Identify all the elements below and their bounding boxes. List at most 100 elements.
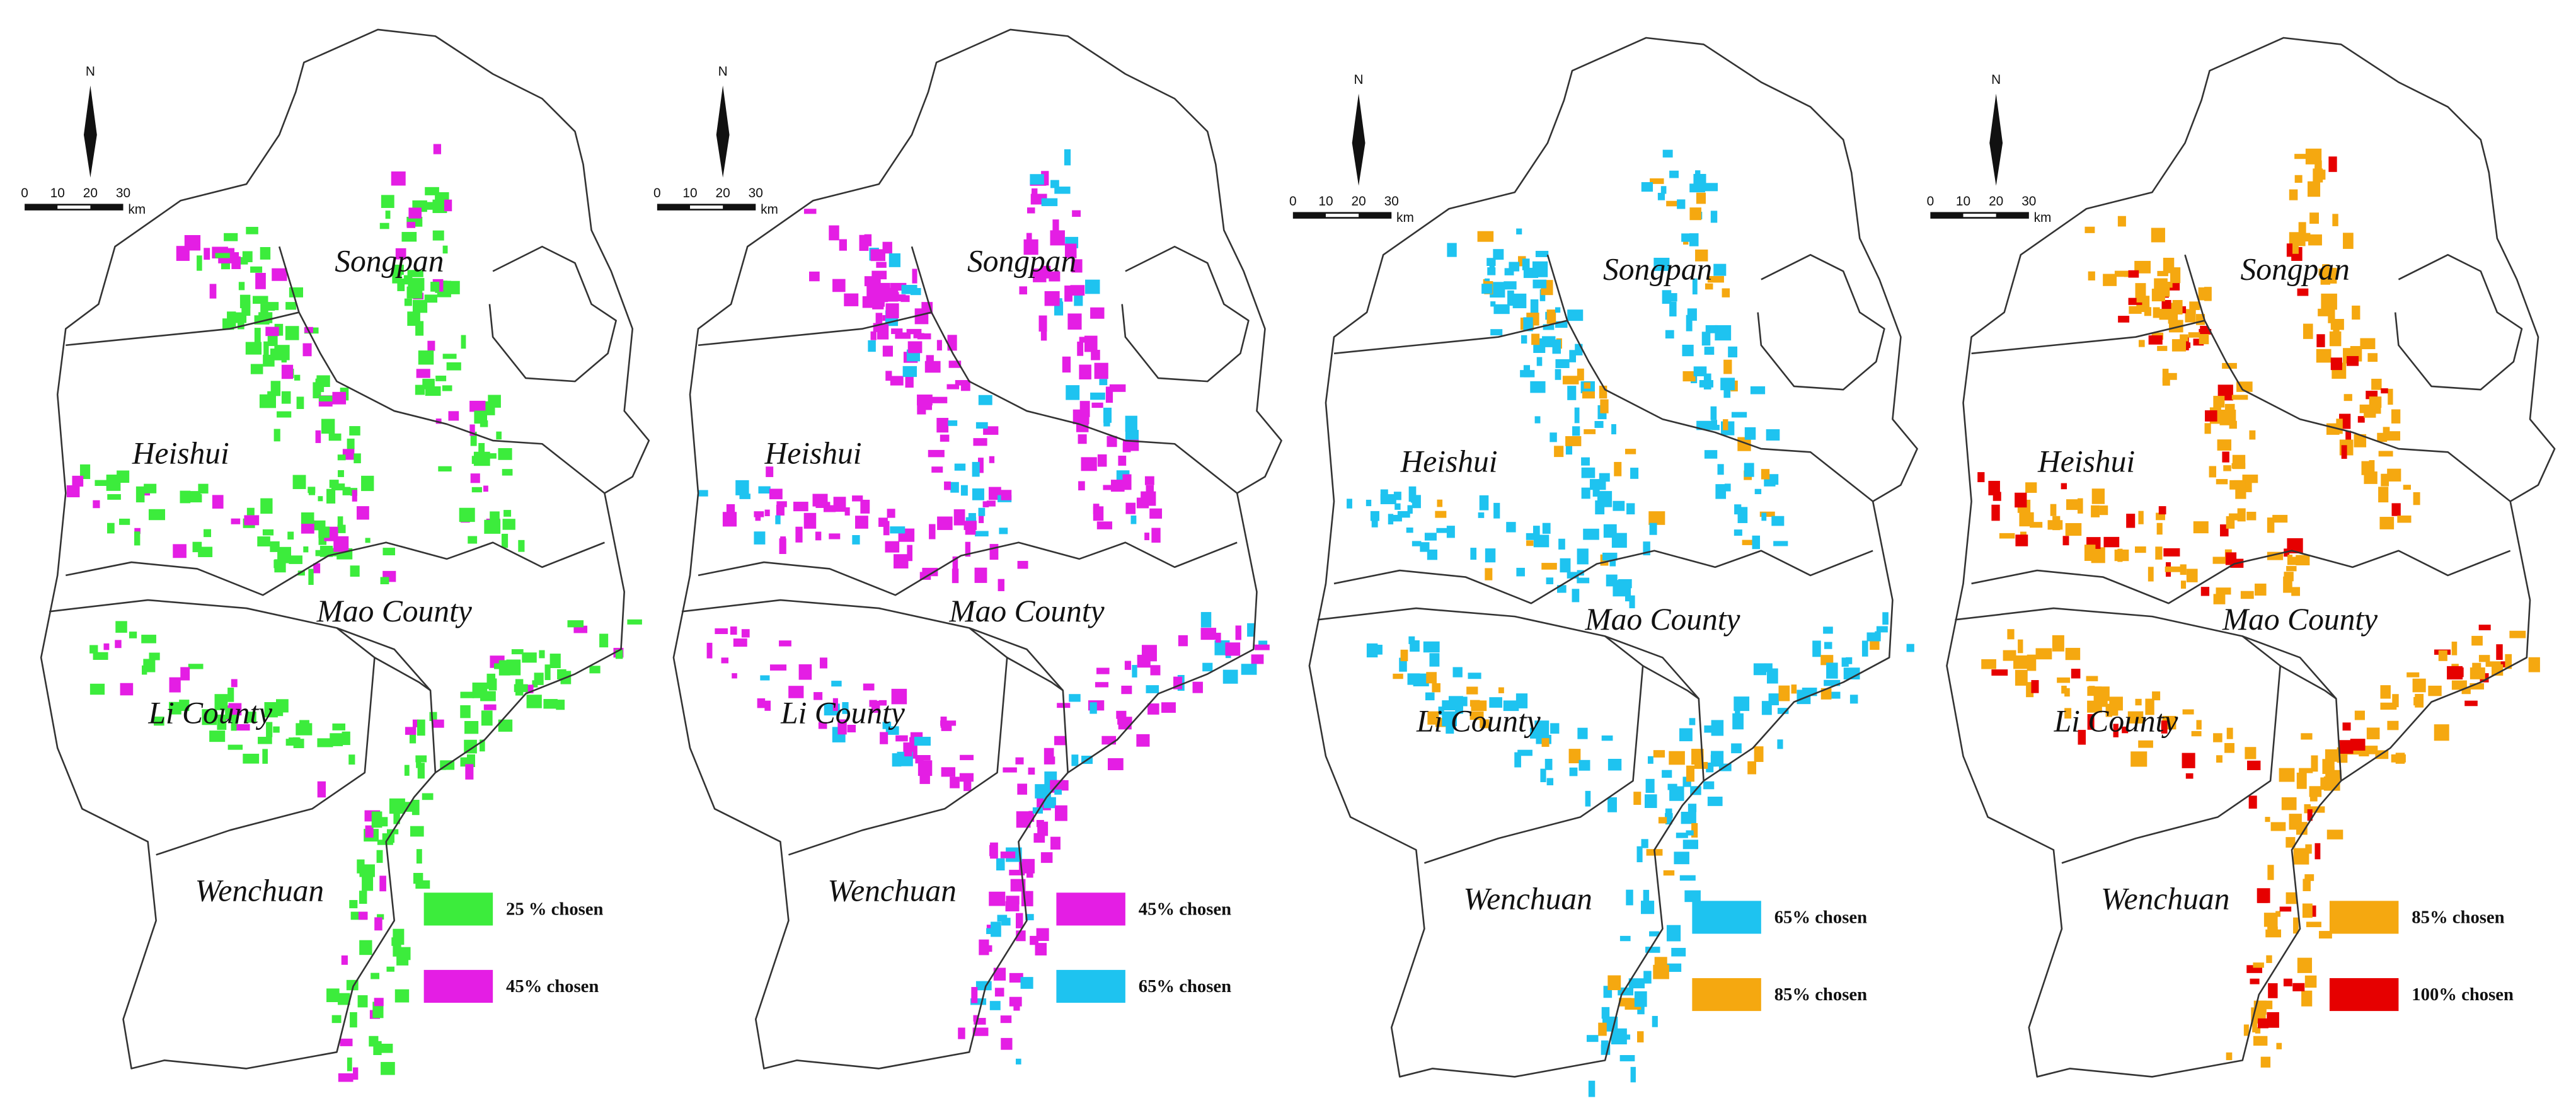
land-patch — [1028, 811, 1035, 822]
land-patch — [2246, 511, 2257, 521]
land-patch — [270, 541, 280, 552]
land-patch — [1493, 249, 1504, 260]
land-patch — [946, 384, 960, 390]
land-patch — [1600, 399, 1609, 413]
land-patch — [948, 420, 958, 426]
land-patch — [277, 411, 292, 418]
land-patch — [2286, 892, 2297, 904]
legend-swatch — [1056, 969, 1125, 1003]
land-patch — [1125, 415, 1137, 432]
land-patch — [1062, 356, 1071, 373]
land-patch — [1380, 489, 1388, 500]
land-patch — [1001, 918, 1011, 926]
land-patch — [1146, 485, 1154, 497]
land-patch — [493, 663, 503, 669]
land-patch — [1442, 700, 1456, 711]
land-patch — [1649, 931, 1660, 937]
land-patch — [1701, 332, 1711, 346]
land-patch — [779, 538, 786, 554]
land-patch — [1407, 673, 1420, 685]
land-patch — [2284, 572, 2294, 582]
land-patch — [1584, 429, 1596, 434]
land-patch — [1626, 889, 1633, 906]
land-patch — [498, 448, 512, 460]
land-patch — [972, 461, 980, 477]
land-patch — [1843, 667, 1860, 680]
land-patch — [422, 378, 435, 390]
land-patch — [2188, 332, 2202, 338]
land-patch — [2307, 809, 2313, 821]
land-patch — [2213, 733, 2222, 742]
region-boundary — [66, 541, 605, 596]
land-patch — [1679, 875, 1696, 881]
land-patch — [273, 429, 280, 442]
land-patch — [89, 683, 105, 695]
land-patch — [798, 664, 812, 680]
land-patch — [1044, 797, 1056, 809]
land-patch — [1759, 511, 1775, 517]
land-patch — [1489, 697, 1502, 708]
land-patch — [847, 725, 856, 733]
land-patch — [1536, 357, 1543, 366]
land-patch — [2265, 929, 2282, 938]
land-patch — [1992, 492, 2001, 501]
land-patch — [1480, 719, 1490, 729]
land-patch — [313, 563, 321, 574]
land-patch — [435, 418, 442, 424]
land-patch — [1109, 384, 1126, 392]
land-patch — [1521, 335, 1527, 344]
land-patch — [258, 737, 272, 744]
land-patch — [231, 256, 241, 269]
land-patch — [954, 463, 966, 471]
land-patch — [965, 529, 976, 535]
land-patch — [1679, 728, 1693, 742]
land-patch — [2229, 480, 2240, 490]
land-patch — [1077, 342, 1084, 356]
land-patch — [982, 501, 989, 507]
land-patch — [1400, 649, 1408, 662]
land-patch — [815, 531, 822, 541]
land-patch — [1560, 558, 1571, 573]
land-patch — [260, 305, 275, 311]
land-patch — [1192, 681, 1203, 693]
land-patch — [885, 541, 900, 553]
land-patch — [1611, 424, 1616, 435]
land-patch — [415, 880, 430, 889]
land-patch — [1689, 207, 1701, 221]
land-patch — [529, 695, 536, 707]
land-patch — [996, 858, 1005, 871]
land-patch — [1137, 654, 1151, 668]
land-patch — [1066, 385, 1080, 400]
land-patch — [2330, 319, 2344, 330]
land-patch — [1653, 964, 1669, 979]
land-patch — [2240, 591, 2254, 599]
land-patch — [2003, 650, 2016, 661]
map-panel: Songpan Heishui Mao County Li County Wenchua… — [1289, 37, 1918, 1097]
land-patch — [2438, 650, 2447, 661]
land-patch — [2084, 226, 2095, 233]
land-patch — [940, 716, 947, 728]
region-boundary — [1121, 245, 1250, 383]
land-patch — [534, 672, 544, 685]
land-patch — [1977, 472, 1985, 483]
land-patch — [432, 230, 444, 241]
land-patch — [968, 513, 976, 521]
land-patch — [289, 555, 302, 564]
land-patch — [832, 698, 838, 712]
land-patch — [1485, 548, 1496, 563]
land-patch — [1710, 406, 1717, 420]
land-patch — [2470, 683, 2484, 690]
land-patch — [2309, 790, 2318, 802]
land-patch — [2336, 418, 2343, 434]
land-patch — [374, 917, 382, 931]
land-patch — [391, 171, 406, 186]
land-patch — [1023, 239, 1038, 255]
land-patch — [912, 268, 917, 284]
land-patch — [1823, 626, 1833, 634]
land-patch — [357, 859, 365, 874]
land-patch — [2138, 511, 2144, 524]
land-patch — [2171, 339, 2187, 352]
land-patch — [2153, 307, 2160, 318]
legend-label: 45% chosen — [506, 976, 599, 996]
land-patch — [870, 249, 885, 262]
